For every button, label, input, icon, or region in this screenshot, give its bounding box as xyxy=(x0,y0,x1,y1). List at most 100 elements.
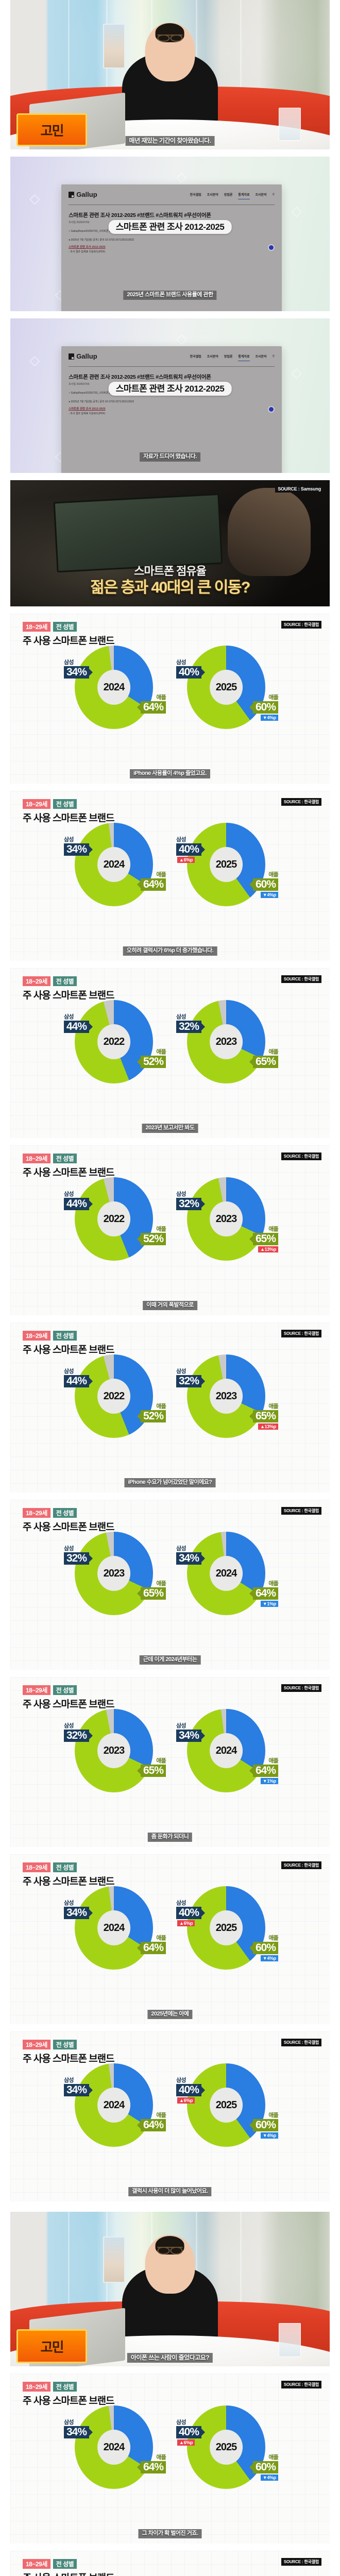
gallup-logo[interactable]: Gallup xyxy=(69,352,97,360)
share-button[interactable] xyxy=(268,406,275,413)
donut-block: 2024 삼성 34% 애플 64% ▼1%p xyxy=(176,1709,279,1792)
search-icon[interactable]: ⚲ xyxy=(272,355,275,358)
samsung-label: 삼성 xyxy=(64,659,74,666)
apple-label: 애플 xyxy=(156,694,166,701)
apple-delta-badge: ▼4%p xyxy=(260,892,278,899)
gallup-menu-item[interactable]: 통계자료 xyxy=(238,192,250,199)
gallup-article-title[interactable]: 스마트폰 관련 조사 2012-2025 #브랜드 #스마트워치 #무선이어폰 xyxy=(69,374,211,380)
wall-panel xyxy=(106,0,108,149)
donut-block: 2025 삼성 40% ▲6%p 애플 60% ▼4%p xyxy=(176,2405,279,2489)
gallup-file-link[interactable]: ○ GallupReport20250703_스마트폰.pdf 다운로드 xyxy=(69,230,123,233)
samsung-label: 삼성 xyxy=(176,1900,186,1906)
apple-value: 65% xyxy=(252,1410,278,1423)
water-glass xyxy=(278,107,301,141)
gallup-logo-text: Gallup xyxy=(76,352,97,360)
donut-chart: 2025 xyxy=(187,823,265,906)
source-badge: SOURCE : 한국갤럽 xyxy=(281,1153,321,1160)
donut-chart: 2024 xyxy=(75,646,153,729)
donut-block: 2025 삼성 40% ▲6%p 애플 60% ▼4%p xyxy=(176,823,279,906)
gallup-logo[interactable]: Gallup xyxy=(69,191,97,198)
apple-delta-badge: ▲13%p xyxy=(258,1246,278,1253)
samsung-label: 삼성 xyxy=(176,1191,186,1197)
gallup-article-date: 조사일 2025/07/03 xyxy=(69,221,90,224)
chart-panel: 18~29세 전 성별 주 사용 스마트폰 브랜드 SOURCE : 한국갤럽 2023… xyxy=(0,1500,340,1670)
apple-value: 60% xyxy=(252,1942,278,1955)
presenter xyxy=(122,2230,218,2353)
source-badge: SOURCE : Samsung xyxy=(275,485,324,493)
samsung-value: 34% xyxy=(64,2426,90,2439)
wall-panel xyxy=(240,0,242,149)
title-block: 스마트폰 점유율 젊은 층과 40대의 큰 이동? xyxy=(10,565,330,596)
chart-title: 주 사용 스마트폰 브랜드 xyxy=(23,813,115,824)
gallup-content-card: Gallup 한국갤럽 조사분야 방법론 통계자료 조사문의 ⚲ 스마트폰 관련 조사 201… xyxy=(61,346,282,473)
samsung-value: 40% xyxy=(176,666,202,679)
apple-callout: 애플 64% xyxy=(140,693,166,714)
gallup-menu-item[interactable]: 방법론 xyxy=(224,355,233,359)
wall-panel xyxy=(240,2212,242,2366)
video-clip: 고민 아이폰 쓰는 사람이 줄었다고요? xyxy=(0,2212,340,2366)
apple-value: 52% xyxy=(140,1056,166,1069)
subtitle-caption: 2025년에는 아예 xyxy=(147,2010,193,2019)
apple-value: 64% xyxy=(140,878,166,891)
donut-year-label: 2024 xyxy=(97,1910,130,1946)
donut-year-label: 2025 xyxy=(210,1910,243,1946)
gallup-menu-item[interactable]: 한국갤럽 xyxy=(190,194,201,197)
presenter-head xyxy=(145,2235,195,2294)
apple-value: 65% xyxy=(252,1056,278,1069)
gallup-report-link[interactable]: 스마트폰 관련 조사 2012-2025 xyxy=(69,408,106,411)
donut-block: 2024 삼성 34% 애플 64% ▼1%p xyxy=(176,1532,279,1615)
apple-value: 52% xyxy=(140,1233,166,1246)
wall-panel xyxy=(106,2212,108,2366)
donut-year-label: 2024 xyxy=(97,2429,130,2465)
section-gap xyxy=(0,1138,340,1145)
donut-chart: 2025 xyxy=(187,1886,265,1970)
gallup-menu-item[interactable]: 한국갤럽 xyxy=(190,355,201,359)
gallup-menu-item[interactable]: 조사문의 xyxy=(255,194,267,197)
title-headline: 젊은 층과 40대의 큰 이동? xyxy=(90,579,250,596)
donut-chart-card: 18~29세 전 성별 주 사용 스마트폰 브랜드 SOURCE : 한국갤럽 2023… xyxy=(10,1677,330,1847)
gallup-menu-item[interactable]: 통계자료 xyxy=(238,354,250,361)
samsung-value: 34% xyxy=(64,666,90,679)
samsung-label: 삼성 xyxy=(176,2077,186,2083)
samsung-callout: 삼성 32% xyxy=(176,1367,202,1388)
donut-chart-card: 18~29세 전 성별 주 사용 스마트폰 브랜드 SOURCE : 한국갤럽 2023… xyxy=(10,1500,330,1670)
apple-label: 애플 xyxy=(156,1758,166,1764)
source-badge: SOURCE : 한국갤럽 xyxy=(281,975,321,983)
gallup-menu-item[interactable]: 방법론 xyxy=(224,194,233,197)
section-gap xyxy=(0,1670,340,1677)
donut-block: 2025 삼성 40% ▲6%p 애플 60% ▼4%p xyxy=(176,1886,279,1970)
samsung-callout: 삼성 32% xyxy=(64,1544,90,1565)
donut-block: 2023 삼성 32% 애플 65% xyxy=(64,1709,166,1792)
donut-row: 2023 삼성 32% 애플 65% 2024 삼성 34% 애플 64% ▼1%p xyxy=(10,1709,330,1792)
chart-title: 주 사용 스마트폰 브랜드 xyxy=(23,1167,115,1178)
gallup-menu-item[interactable]: 조사분야 xyxy=(207,194,218,197)
section-gap xyxy=(0,2201,340,2212)
gallup-menu-item[interactable]: 조사분야 xyxy=(207,355,218,359)
source-badge: SOURCE : 한국갤럽 xyxy=(281,621,321,629)
share-button[interactable] xyxy=(268,244,275,251)
gallup-report-link[interactable]: 스마트폰 관련 조사 2012-2025 xyxy=(69,246,106,249)
apple-label: 애플 xyxy=(268,2454,278,2461)
donut-row: 2022 삼성 44% 애플 52% 2023 삼성 32% 애플 65% ▲13%p xyxy=(10,1177,330,1261)
search-icon[interactable]: ⚲ xyxy=(272,193,275,196)
video-clip: 고민 매년 재밌는 기간이 찾아왔습니다. xyxy=(0,0,340,149)
samsung-label: 삼성 xyxy=(64,2077,74,2083)
apple-value: 60% xyxy=(252,2119,278,2132)
studio-background: 고민 xyxy=(10,2212,330,2366)
chart-panel: 18~29세 전 성별 주 사용 스마트폰 브랜드 SOURCE : 한국갤럽 2022… xyxy=(0,1323,340,1493)
gallup-menu-item[interactable]: 조사문의 xyxy=(255,355,267,359)
section-gap xyxy=(0,606,340,614)
samsung-callout: 삼성 44% xyxy=(64,1012,90,1033)
title-card-panel: SOURCE : Samsung 스마트폰 점유율 젊은 층과 40대의 큰 이동? xyxy=(0,480,340,606)
gender-tag: 전 성별 xyxy=(53,1862,77,1872)
gallup-article-title[interactable]: 스마트폰 관련 조사 2012-2025 #브랜드 #스마트워치 #무선이어폰 xyxy=(69,212,211,218)
apple-callout: 애플 65% ▲13%p xyxy=(252,1402,279,1430)
gallup-download-note: - 조사 결과 집계표 다운로드(PDF) xyxy=(69,250,106,253)
gallup-file-link[interactable]: ○ GallupReport20250703_스마트폰.pdf 다운로드 xyxy=(69,392,123,395)
watermark-icon: ◇ xyxy=(291,203,302,218)
